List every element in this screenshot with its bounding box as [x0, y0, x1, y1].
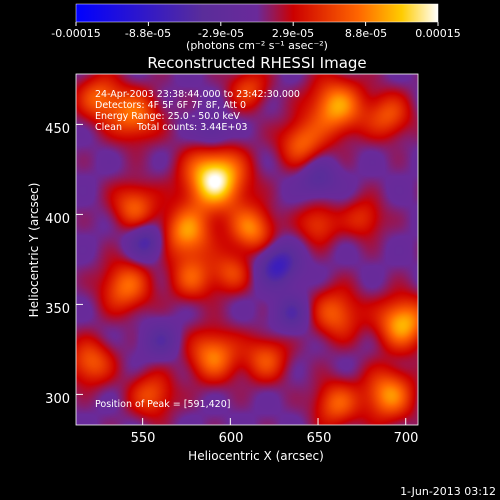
colorbar-tick-label: -0.00015: [51, 27, 100, 40]
chart-title: Reconstructed RHESSI Image: [147, 54, 366, 72]
heatmap-container: [76, 74, 418, 425]
colorbar-tick-label: -8.8e-05: [125, 27, 171, 40]
annotation-energy-range: Energy Range: 25.0 - 50.0 keV: [95, 111, 240, 122]
x-tick-label: 650: [307, 431, 332, 446]
x-tick-label: 550: [131, 431, 156, 446]
x-axis-ticks: [142, 418, 407, 425]
y-axis-label: Heliocentric Y (arcsec): [27, 183, 41, 318]
footer-timestamp: 1-Jun-2013 03:12: [400, 485, 496, 498]
colorbar-tick-labels: -0.00015 -8.8e-05 -2.9e-05 2.9e-05 8.8e-…: [51, 27, 460, 40]
x-axis-label: Heliocentric X (arcsec): [188, 449, 324, 463]
colorbar-ticks: [75, 22, 439, 26]
heatmap-image: [76, 74, 418, 425]
colorbar-tick-label: 8.8e-05: [345, 27, 387, 40]
colorbar-tick-label: -2.9e-05: [198, 27, 244, 40]
x-axis-tick-labels: 550 600 650 700: [131, 431, 419, 446]
x-tick-label: 600: [219, 431, 244, 446]
annotation-peak-position: Position of Peak = [591,420]: [95, 399, 230, 410]
y-tick-label: 350: [45, 302, 70, 317]
annotation-detectors: Detectors: 4F 5F 6F 7F 8F, Att 0: [95, 100, 246, 111]
y-tick-label: 400: [45, 212, 70, 227]
colorbar-tick-label: 0.00015: [415, 27, 461, 40]
y-axis-ticks: [76, 123, 83, 395]
colorbar-unit-label: (photons cm⁻² s⁻¹ asec⁻²): [186, 39, 328, 52]
y-tick-label: 450: [45, 122, 70, 137]
y-axis-tick-labels: 300 350 400 450: [45, 122, 70, 407]
x-tick-label: 700: [394, 431, 419, 446]
annotation-clean-counts: Clean Total counts: 3.44E+03: [95, 122, 247, 133]
y-tick-label: 300: [45, 392, 70, 407]
colorbar-tick-label: 2.9e-05: [272, 27, 314, 40]
annotation-time-range: 24-Apr-2003 23:38:44.000 to 23:42:30.000: [95, 89, 300, 100]
colorbar: [75, 3, 439, 23]
plot-frame: [75, 73, 419, 426]
